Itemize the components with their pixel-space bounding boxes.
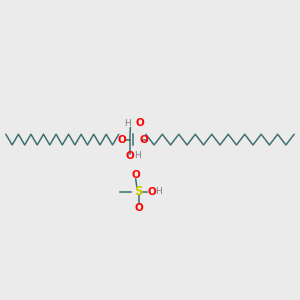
Text: O: O [125, 151, 134, 161]
Text: S: S [134, 185, 142, 198]
Text: H: H [124, 119, 131, 128]
Text: O: O [131, 170, 140, 180]
Text: O: O [134, 203, 143, 213]
Text: O: O [139, 135, 148, 145]
Text: O: O [148, 187, 156, 196]
Text: H: H [134, 152, 141, 160]
Text: H: H [155, 187, 162, 196]
Text: O: O [135, 118, 144, 128]
Text: O: O [118, 135, 127, 145]
